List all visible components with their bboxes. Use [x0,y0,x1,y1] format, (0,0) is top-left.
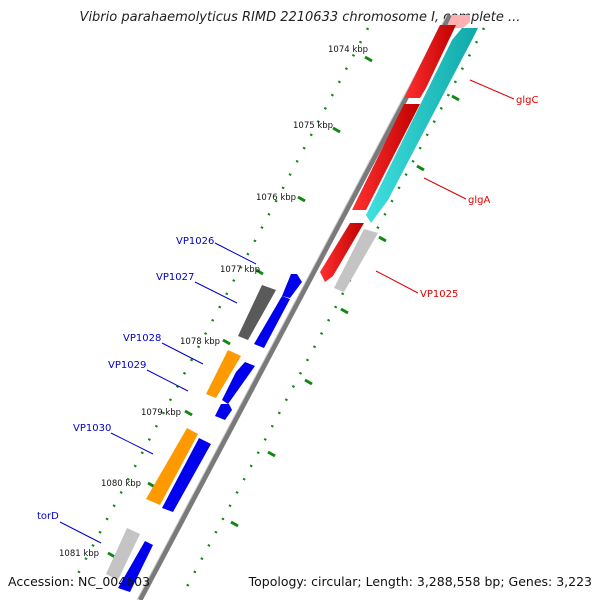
tick-1078 [222,338,231,346]
tick-label-1074: 1074 kbp [328,45,368,55]
map-title: Vibrio parahaemolyticus RIMD 2210633 chr… [79,10,521,25]
tick-marks [107,55,373,559]
backbone-line [137,13,453,600]
leader-VP1028 [161,342,204,365]
feature-VP1029[interactable] [215,404,232,420]
feature-torD-gray[interactable] [106,528,140,580]
feature-VP1025-gray[interactable] [334,229,378,292]
leader-VP1027 [194,281,238,304]
leader-VP1025 [375,270,419,294]
accession-text: Accession: NC_004603 [8,574,151,589]
feature-label-VP1025[interactable]: VP1025 [420,289,458,300]
feature-label-glgA[interactable]: glgA [468,195,490,206]
leader-glgA [423,177,467,200]
feature-label-glgC[interactable]: glgC [516,95,538,106]
feature-VP1028-orange[interactable] [206,350,241,398]
topology-text: Topology: circular; Length: 3,288,558 bp… [248,574,592,589]
leader-VP1026 [214,242,257,265]
leader-VP1029 [146,369,189,392]
tick-1075 [332,126,341,134]
feature-VP1030-orange[interactable] [146,428,198,505]
leader-VP1030 [110,432,154,455]
tick-1077 [255,268,264,276]
feature-VP1030[interactable] [162,438,211,512]
feature-glgA[interactable] [352,104,420,210]
tick-label-1080: 1080 kbp [101,479,141,489]
feature-torD[interactable] [118,541,153,592]
tick-label-1078: 1078 kbp [180,337,220,347]
feature-label-VP1028[interactable]: VP1028 [123,333,161,344]
tick-label-1079: 1079 kbp [141,408,181,418]
tick-label-1081: 1081 kbp [59,549,99,559]
feature-label-VP1026[interactable]: VP1026 [176,236,214,247]
tick-label-1076: 1076 kbp [256,193,296,203]
feature-VP1025-red[interactable] [320,223,364,282]
leader-lines [59,79,515,544]
feature-label-VP1027[interactable]: VP1027 [156,272,194,283]
feature-glgC-cog[interactable] [446,15,470,28]
outer-dotted-track [180,27,486,597]
tick-marks-outer [230,94,460,528]
feature-VP1026[interactable] [282,274,302,298]
feature-label-torD[interactable]: torD [37,511,59,522]
leader-torD [59,521,102,544]
feature-VP1027-gray[interactable] [238,285,276,340]
feature-glgC[interactable] [404,25,456,98]
tick-1074 [364,55,373,63]
feature-label-VP1029[interactable]: VP1029 [108,360,146,371]
inner-dotted-track [70,27,370,586]
tick-1081 [107,551,116,559]
tick-label-1075: 1075 kbp [293,121,333,131]
backbone-highlight [136,14,448,600]
tick-label-1077: 1077 kbp [220,265,260,275]
feature-VP1027[interactable] [254,296,290,348]
feature-glgC-cyan[interactable] [366,28,478,223]
leader-glgC [469,79,515,100]
feature-VP1028[interactable] [222,362,255,404]
feature-label-VP1030[interactable]: VP1030 [73,423,111,434]
tick-1076 [297,195,306,203]
tick-1079 [184,409,193,417]
